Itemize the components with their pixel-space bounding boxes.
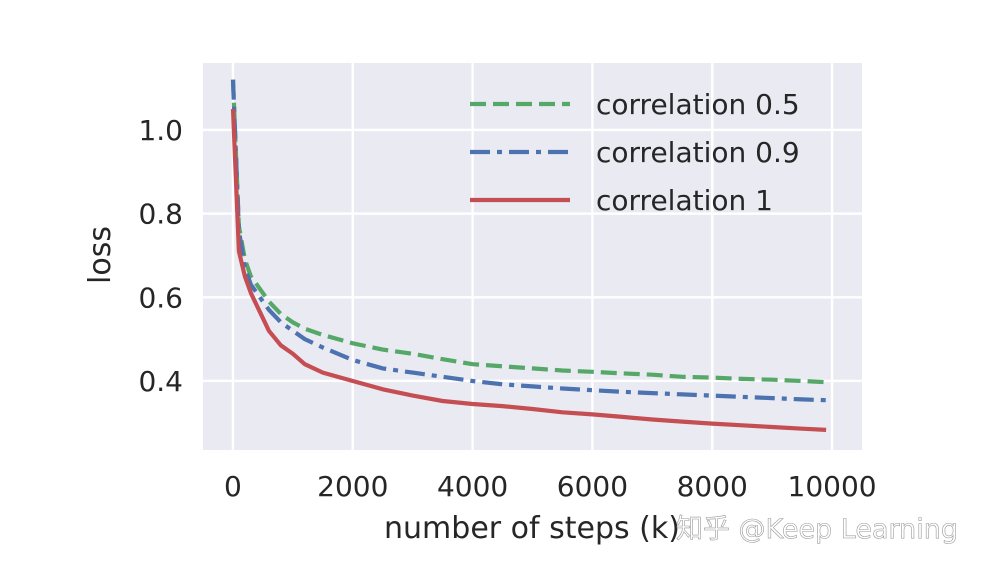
y-axis-ticks: 0.4 0.6 0.8 1.0 bbox=[138, 114, 183, 398]
legend-label: correlation 0.9 bbox=[596, 136, 800, 169]
x-tick-label: 10000 bbox=[788, 470, 877, 503]
grid-lines bbox=[203, 63, 862, 450]
plot-area bbox=[203, 63, 862, 450]
x-tick-label: 4000 bbox=[437, 470, 508, 503]
x-axis-ticks: 0 2000 4000 6000 8000 10000 bbox=[224, 470, 877, 503]
plot-background bbox=[203, 63, 862, 450]
series-line-1 bbox=[230, 79, 827, 385]
x-tick-label: 8000 bbox=[677, 470, 748, 503]
series-lines bbox=[230, 79, 827, 432]
legend: correlation 0.5 correlation 0.9 correlatio… bbox=[470, 88, 800, 217]
legend-label: correlation 1 bbox=[596, 184, 773, 217]
y-tick-label: 1.0 bbox=[138, 114, 183, 147]
x-tick-label: 6000 bbox=[557, 470, 628, 503]
x-axis-label: number of steps (k) bbox=[384, 511, 680, 546]
x-tick-label: 2000 bbox=[317, 470, 388, 503]
x-tick-label: 0 bbox=[224, 470, 242, 503]
legend-label: correlation 0.5 bbox=[596, 88, 800, 121]
series-line-2 bbox=[230, 79, 827, 403]
y-tick-label: 0.8 bbox=[138, 198, 183, 231]
y-tick-label: 0.6 bbox=[138, 281, 183, 314]
watermark: 知乎 @Keep Learning bbox=[676, 514, 958, 545]
series-line-3 bbox=[230, 108, 827, 432]
y-tick-label: 0.4 bbox=[138, 365, 183, 398]
y-axis-label: loss bbox=[83, 226, 118, 284]
